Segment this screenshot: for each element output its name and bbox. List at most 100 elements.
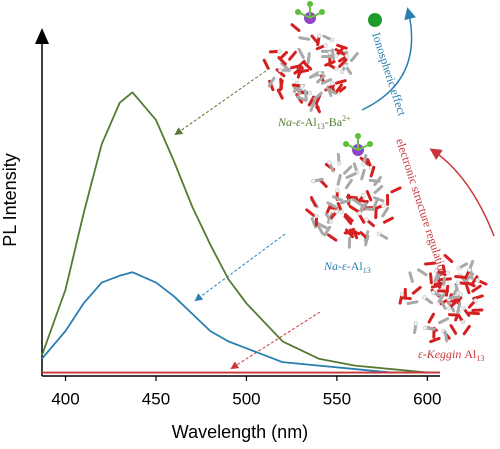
bond (382, 216, 394, 224)
atom (368, 13, 382, 27)
atom (361, 193, 366, 198)
bond (298, 36, 311, 41)
label-part: 2+ (342, 114, 351, 123)
bond (277, 56, 287, 66)
atom (455, 280, 461, 285)
bond (470, 275, 479, 286)
bond (365, 190, 373, 202)
atom (367, 141, 373, 147)
x-tick-label: 500 (232, 389, 260, 408)
atom (329, 81, 335, 86)
bond (276, 88, 284, 100)
bond (424, 261, 436, 266)
bond (408, 271, 414, 284)
atom (311, 178, 316, 184)
atom (336, 161, 342, 166)
atom (299, 83, 305, 89)
atom (423, 325, 428, 331)
bond (289, 64, 302, 70)
atom (357, 211, 362, 216)
bond (303, 89, 308, 102)
bond (295, 95, 308, 102)
bond (411, 285, 422, 295)
bond (336, 43, 348, 50)
atom (316, 33, 322, 38)
bond (464, 282, 471, 295)
atom (339, 69, 345, 75)
bond (462, 324, 471, 336)
atom (343, 141, 349, 147)
bond (439, 298, 447, 310)
line-series (41, 271, 440, 374)
line-series (41, 91, 440, 374)
bond (316, 224, 325, 236)
label-part: Al (464, 347, 477, 361)
bond (308, 71, 320, 79)
atom (295, 9, 301, 15)
atom (327, 160, 332, 165)
atom (445, 270, 451, 276)
bond (331, 195, 344, 202)
atom (327, 50, 332, 56)
bond (430, 283, 443, 289)
atom (361, 161, 366, 167)
atom (475, 278, 480, 283)
bond (338, 58, 348, 68)
bond (297, 68, 310, 74)
atom (329, 37, 335, 43)
label-part: Na-ε- (277, 115, 305, 129)
label-part: ε-Keggin (418, 347, 464, 361)
y-axis-arrow (35, 28, 49, 44)
x-tick-label: 600 (413, 389, 441, 408)
atom (467, 267, 472, 273)
bond (363, 207, 376, 212)
atom (446, 305, 452, 311)
bond (320, 78, 333, 85)
bond (364, 234, 370, 247)
bond (290, 23, 301, 32)
bond (429, 272, 433, 285)
atom (381, 203, 386, 208)
label-part: Na-ε- (323, 259, 351, 273)
atom (458, 292, 464, 297)
atom (422, 295, 427, 300)
bond (336, 174, 342, 186)
bond (306, 52, 311, 65)
label: ε-Keggin Al13 (418, 347, 484, 363)
x-axis-label: Wavelength (nm) (172, 422, 308, 442)
bond (448, 295, 461, 300)
molecules (262, 1, 488, 344)
x-tick-label: 450 (142, 389, 170, 408)
atom (413, 321, 419, 326)
atom (314, 213, 319, 219)
label-part: 13 (363, 266, 371, 275)
bond (262, 58, 270, 70)
atom (334, 209, 339, 214)
atom (433, 268, 439, 273)
bond (443, 253, 454, 264)
atom (334, 53, 339, 59)
bond (464, 272, 475, 282)
atom (335, 188, 340, 193)
arrow (230, 311, 321, 370)
bond (381, 206, 390, 218)
bond (360, 168, 366, 181)
bond (406, 300, 419, 305)
atom (364, 217, 369, 223)
label-part: -Ba (325, 115, 343, 129)
bond (326, 233, 338, 242)
atom (278, 67, 283, 73)
arrow (174, 67, 271, 136)
bond (346, 195, 359, 200)
atom (307, 90, 313, 96)
label-part: 13 (317, 122, 325, 131)
atom (431, 290, 436, 295)
bond (309, 196, 317, 208)
bond (351, 198, 363, 207)
bond (293, 65, 304, 75)
bond (344, 178, 353, 190)
atom (461, 305, 466, 311)
label: Na-ε-Al13-Ba2+ (277, 114, 351, 131)
bond (326, 201, 338, 209)
